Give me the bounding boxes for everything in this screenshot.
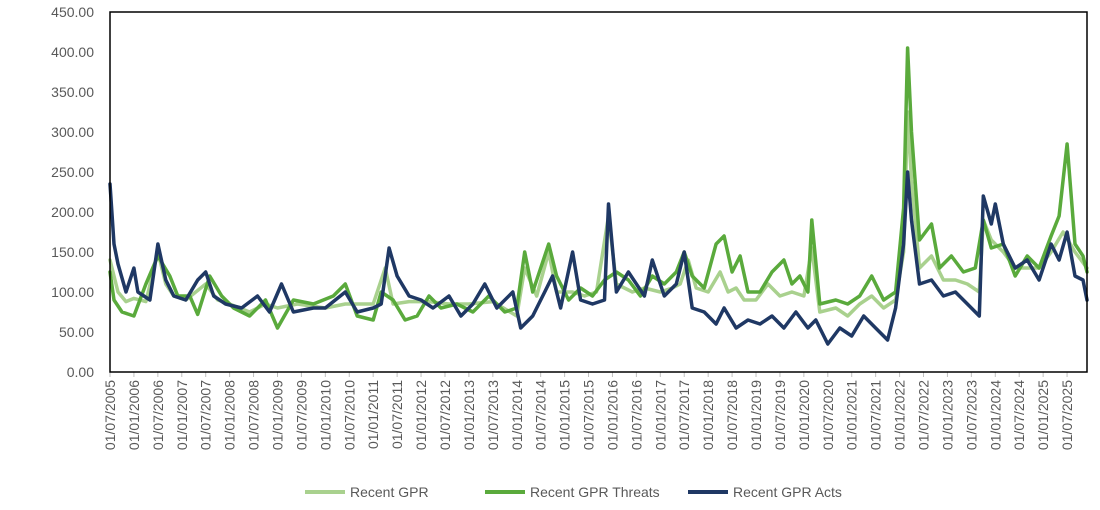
x-tick-label: 01/07/2010 <box>341 380 357 450</box>
x-tick-label: 01/01/2019 <box>748 380 764 450</box>
y-tick-label: 200.00 <box>51 204 94 220</box>
y-tick-label: 350.00 <box>51 84 94 100</box>
x-tick-label: 01/07/2009 <box>293 380 309 450</box>
plot-area-frame <box>109 11 1088 373</box>
x-tick-label: 01/01/2025 <box>1035 380 1051 450</box>
y-tick-label: 150.00 <box>51 244 94 260</box>
x-tick-label: 01/07/2019 <box>772 380 788 450</box>
x-tick-label: 01/01/2018 <box>700 380 716 450</box>
x-tick-label: 01/01/2013 <box>461 380 477 450</box>
legend: Recent GPR Recent GPR Threats Recent GPR A… <box>305 484 842 500</box>
x-tick-label: 01/07/2024 <box>1011 380 1027 450</box>
x-tick-label: 01/01/2023 <box>939 380 955 450</box>
series-line-2 <box>108 170 1089 346</box>
x-tick-label: 01/07/2011 <box>389 380 405 449</box>
x-tick-label: 01/07/2014 <box>533 380 549 450</box>
y-tick-label: 0.00 <box>67 364 94 380</box>
y-tick-label: 400.00 <box>51 44 94 60</box>
x-tick-label: 01/07/2015 <box>581 380 597 450</box>
series-layer <box>108 46 1089 346</box>
x-tick-label: 01/01/2015 <box>557 380 573 450</box>
x-tick-label: 01/07/2022 <box>916 380 932 450</box>
y-tick-label: 50.00 <box>59 324 94 340</box>
x-tick-label: 01/07/2008 <box>246 380 262 450</box>
x-tick-label: 01/07/2018 <box>724 380 740 450</box>
y-tick-label: 250.00 <box>51 164 94 180</box>
legend-label-1: Recent GPR Threats <box>530 484 660 500</box>
x-tick-label: 01/07/2012 <box>437 380 453 450</box>
x-tick-label: 01/07/2007 <box>198 380 214 450</box>
legend-label-0: Recent GPR <box>350 484 429 500</box>
x-tick-label: 01/01/2016 <box>604 380 620 450</box>
x-tick-label: 01/01/2017 <box>652 380 668 450</box>
series-line-1 <box>108 46 1089 330</box>
x-tick-label: 01/07/2005 <box>102 380 118 450</box>
x-tick-label: 01/07/2013 <box>485 380 501 450</box>
x-tick-label: 01/07/2006 <box>150 380 166 450</box>
x-tick-label: 01/01/2011 <box>365 380 381 449</box>
x-tick-label: 01/01/2024 <box>987 380 1003 450</box>
x-tick-label: 01/01/2009 <box>269 380 285 450</box>
x-tick-label: 01/01/2022 <box>892 380 908 450</box>
x-tick-label: 01/07/2021 <box>868 380 884 450</box>
x-tick-label: 01/01/2006 <box>126 380 142 450</box>
y-tick-label: 450.00 <box>51 4 94 20</box>
x-tick-label: 01/07/2023 <box>963 380 979 450</box>
x-tick-label: 01/01/2020 <box>796 380 812 450</box>
x-tick-label: 01/01/2021 <box>844 380 860 450</box>
x-tick-label: 01/07/2025 <box>1059 380 1075 450</box>
x-tick-label: 01/01/2007 <box>174 380 190 450</box>
x-tick-label: 01/01/2014 <box>509 380 525 450</box>
x-tick-label: 01/07/2020 <box>820 380 836 450</box>
y-tick-label: 100.00 <box>51 284 94 300</box>
x-tick-label: 01/01/2012 <box>413 380 429 450</box>
x-tick-label: 01/07/2016 <box>628 380 644 450</box>
x-tick-label: 01/07/2017 <box>676 380 692 450</box>
x-tick-label: 01/01/2010 <box>317 380 333 450</box>
x-axis: 01/07/2005 01/01/2006 01/07/2006 01/01/2007… <box>102 372 1075 450</box>
y-tick-label: 300.00 <box>51 124 94 140</box>
legend-label-2: Recent GPR Acts <box>733 484 842 500</box>
y-axis: 0.00 50.00 100.00 150.00 200.00 250.00 300.00 3… <box>51 4 94 380</box>
x-tick-label: 01/01/2008 <box>222 380 238 450</box>
